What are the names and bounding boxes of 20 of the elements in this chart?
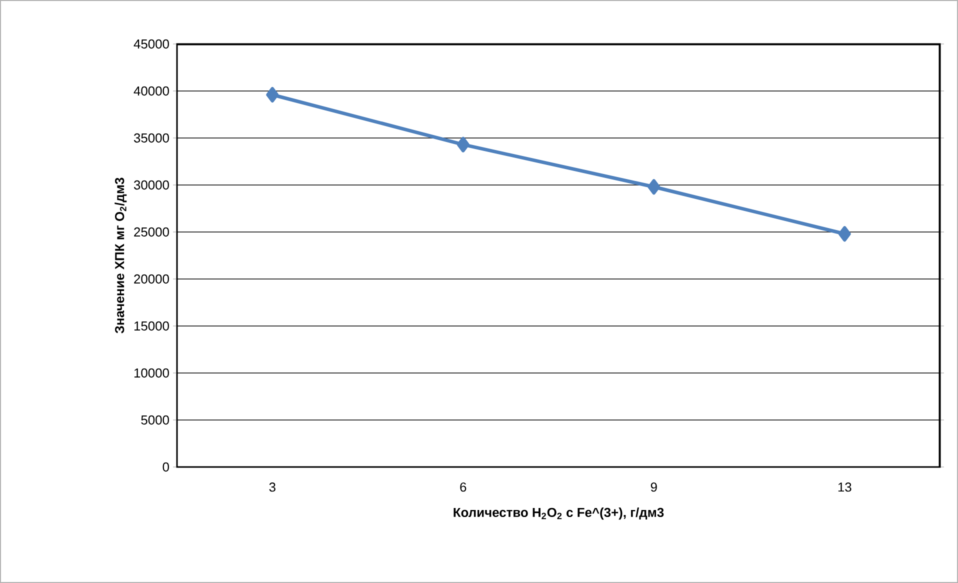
y-tick-label: 30000 (134, 180, 169, 190)
y-tick-label: 5000 (141, 415, 169, 425)
point (648, 179, 660, 195)
x-tick-label: 13 (838, 482, 852, 492)
y-tick-label: 35000 (134, 133, 169, 143)
x-axis-title: Количество H$_{2}$O$_{2}$ с Fe^(3+), г/дм3 (454, 508, 664, 520)
y-tick-label: 10000 (134, 368, 169, 378)
x-tick-label: 6 (460, 482, 466, 492)
y-tick-label: 45000 (134, 39, 169, 49)
y-tick-label: 20000 (134, 274, 169, 284)
y-axis-title: Значение ХПК мг O$_{2}$/дм3 (114, 178, 127, 334)
x-tick-label: 9 (650, 482, 657, 492)
x-tick-label: 3 (269, 482, 276, 492)
point (838, 226, 851, 242)
point (456, 136, 470, 152)
y-tick-label: 40000 (134, 86, 169, 96)
point (266, 87, 279, 102)
y-tick-label: 15000 (134, 321, 169, 331)
y-tick-label: 0 (162, 462, 169, 472)
y-tick-label: 25000 (134, 227, 169, 237)
